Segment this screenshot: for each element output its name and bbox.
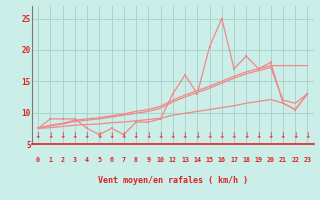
Text: ↓: ↓: [121, 131, 127, 140]
Text: ↓: ↓: [108, 131, 115, 140]
Text: ↓: ↓: [72, 131, 78, 140]
Text: ↓: ↓: [170, 131, 176, 140]
Text: ↓: ↓: [60, 131, 66, 140]
Text: ↓: ↓: [219, 131, 225, 140]
Text: ↓: ↓: [96, 131, 102, 140]
Text: ↓: ↓: [280, 131, 286, 140]
Text: ↓: ↓: [133, 131, 139, 140]
Text: ↓: ↓: [157, 131, 164, 140]
Text: ↓: ↓: [231, 131, 237, 140]
Text: ↓: ↓: [268, 131, 274, 140]
Text: ↓: ↓: [292, 131, 299, 140]
Text: ↓: ↓: [194, 131, 200, 140]
Text: ↓: ↓: [304, 131, 311, 140]
Text: ↓: ↓: [35, 131, 41, 140]
Text: ↓: ↓: [145, 131, 151, 140]
X-axis label: Vent moyen/en rafales ( km/h ): Vent moyen/en rafales ( km/h ): [98, 176, 248, 185]
Text: ↓: ↓: [47, 131, 53, 140]
Text: ↓: ↓: [206, 131, 213, 140]
Text: ↓: ↓: [255, 131, 262, 140]
Text: ↓: ↓: [182, 131, 188, 140]
Text: ↓: ↓: [243, 131, 250, 140]
Text: ↓: ↓: [84, 131, 90, 140]
